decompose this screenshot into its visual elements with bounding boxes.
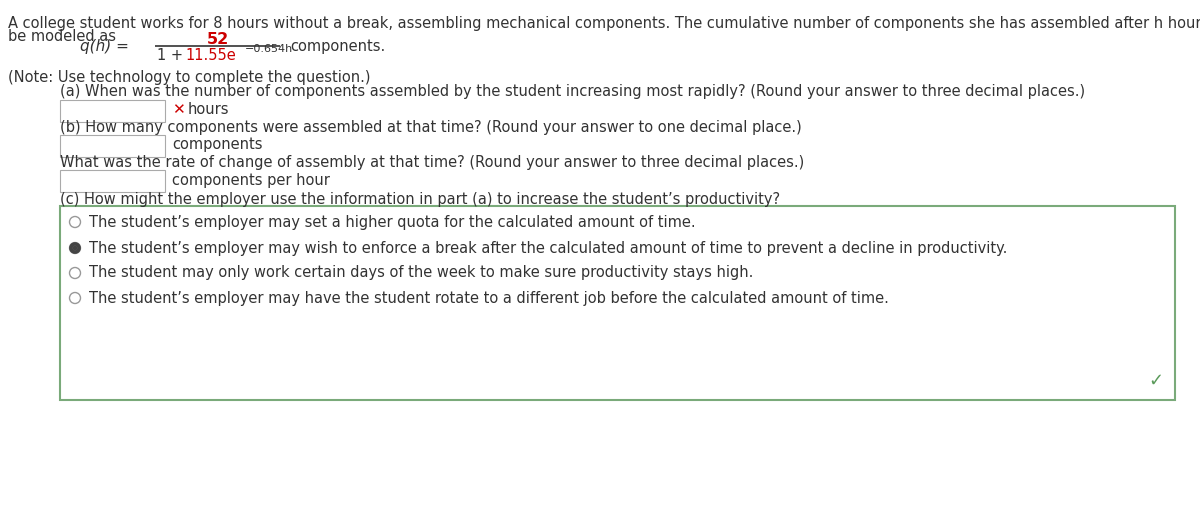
Text: be modeled as: be modeled as <box>8 29 116 44</box>
Text: The student may only work certain days of the week to make sure productivity sta: The student may only work certain days o… <box>89 266 754 280</box>
Text: The student’s employer may wish to enforce a break after the calculated amount o: The student’s employer may wish to enfor… <box>89 240 1007 256</box>
Text: (a) When was the number of components assembled by the student increasing most r: (a) When was the number of components as… <box>60 84 1085 99</box>
Text: The student’s employer may set a higher quota for the calculated amount of time.: The student’s employer may set a higher … <box>89 214 696 230</box>
Text: q(h) =: q(h) = <box>80 39 128 53</box>
Text: −0.654h: −0.654h <box>245 44 293 54</box>
Text: A college student works for 8 hours without a break, assembling mechanical compo: A college student works for 8 hours with… <box>8 16 1200 31</box>
Circle shape <box>72 245 78 250</box>
Text: components: components <box>172 138 263 152</box>
Text: 1 +: 1 + <box>157 48 187 62</box>
Text: ✓: ✓ <box>1148 372 1163 390</box>
Text: 11.55e: 11.55e <box>185 48 235 62</box>
Text: What was the rate of change of assembly at that time? (Round your answer to thre: What was the rate of change of assembly … <box>60 155 804 170</box>
Text: (Note: Use technology to complete the question.): (Note: Use technology to complete the qu… <box>8 70 371 85</box>
Text: ✕: ✕ <box>172 103 185 117</box>
FancyBboxPatch shape <box>60 170 166 192</box>
Text: (c) How might the employer use the information in part (a) to increase the stude: (c) How might the employer use the infor… <box>60 192 780 207</box>
Text: components.: components. <box>290 39 385 53</box>
Text: 52: 52 <box>206 31 229 47</box>
Text: (b) How many components were assembled at that time? (Round your answer to one d: (b) How many components were assembled a… <box>60 120 802 135</box>
Text: hours: hours <box>188 103 229 117</box>
Text: The student’s employer may have the student rotate to a different job before the: The student’s employer may have the stud… <box>89 291 889 305</box>
Text: components per hour: components per hour <box>172 173 330 187</box>
FancyBboxPatch shape <box>60 135 166 157</box>
FancyBboxPatch shape <box>60 206 1175 400</box>
FancyBboxPatch shape <box>60 100 166 122</box>
